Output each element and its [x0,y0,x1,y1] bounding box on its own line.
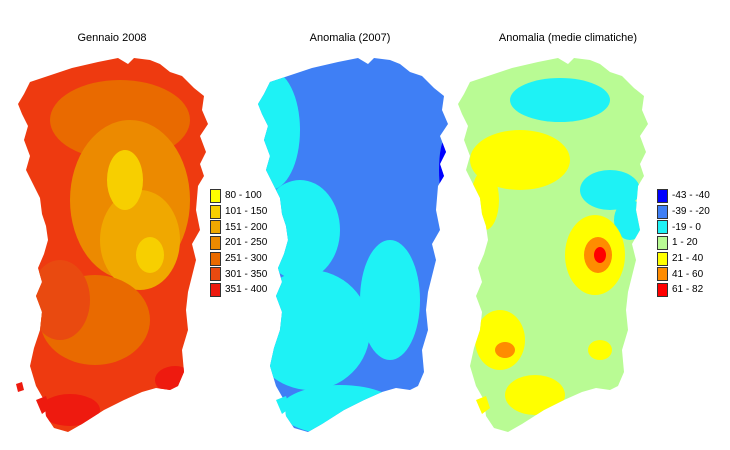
legend-label: 201 - 250 [225,237,268,249]
legend-item: 351 - 400 [210,282,267,298]
legend-swatch [210,282,221,297]
legend-swatch [657,204,668,219]
legend-item: 80 - 100 [210,188,267,204]
legend-item: 301 - 350 [210,266,267,282]
legend-swatch [210,251,221,266]
legend-swatch [210,267,221,282]
legend-swatch [657,267,668,282]
legend-item: 61 - 82 [657,282,710,298]
legend-anomaly: -43 - -40 -39 - -20 -19 - 0 1 - 20 21 - … [657,188,710,298]
legend-item: 21 - 40 [657,251,710,267]
legend-label: 61 - 82 [672,284,704,296]
legend-swatch [657,220,668,235]
legend-label: 251 - 300 [225,253,268,265]
legend-label: 101 - 150 [225,206,268,218]
legend-item: 251 - 300 [210,251,267,267]
legend-label: -39 - -20 [672,206,710,218]
legend-label: -19 - 0 [672,221,701,233]
legend-label: 80 - 100 [225,190,262,202]
map-gennaio-2008 [16,58,208,432]
legend-item: -43 - -40 [657,188,710,204]
panel-title-anomalia-2007: Anomalia (2007) [309,32,391,44]
map-anomalia-2007 [258,58,448,432]
legend-label: 41 - 60 [672,268,704,280]
legend-precipitation: 80 - 100 101 - 150 151 - 200 201 - 250 2… [210,188,267,298]
legend-swatch [657,235,668,250]
legend-swatch [657,251,668,266]
legend-label: 151 - 200 [225,221,268,233]
legend-item: 201 - 250 [210,235,267,251]
legend-swatch [210,220,221,235]
legend-label: -43 - -40 [672,190,710,202]
legend-item: 101 - 150 [210,204,267,220]
legend-item: -19 - 0 [657,219,710,235]
legend-swatch [210,188,221,203]
legend-item: -39 - -20 [657,204,710,220]
legend-label: 1 - 20 [672,237,698,249]
legend-swatch [210,235,221,250]
map-anomalia-medie [458,58,648,432]
panel-title-gennaio-2008: Gennaio 2008 [77,32,147,44]
legend-label: 21 - 40 [672,253,704,265]
legend-swatch [210,204,221,219]
legend-label: 301 - 350 [225,268,268,280]
legend-item: 41 - 60 [657,266,710,282]
legend-item: 151 - 200 [210,219,267,235]
legend-item: 1 - 20 [657,235,710,251]
legend-label: 351 - 400 [225,284,268,296]
panel-title-anomalia-medie: Anomalia (medie climatiche) [498,32,638,44]
legend-swatch [657,188,668,203]
legend-swatch [657,282,668,297]
